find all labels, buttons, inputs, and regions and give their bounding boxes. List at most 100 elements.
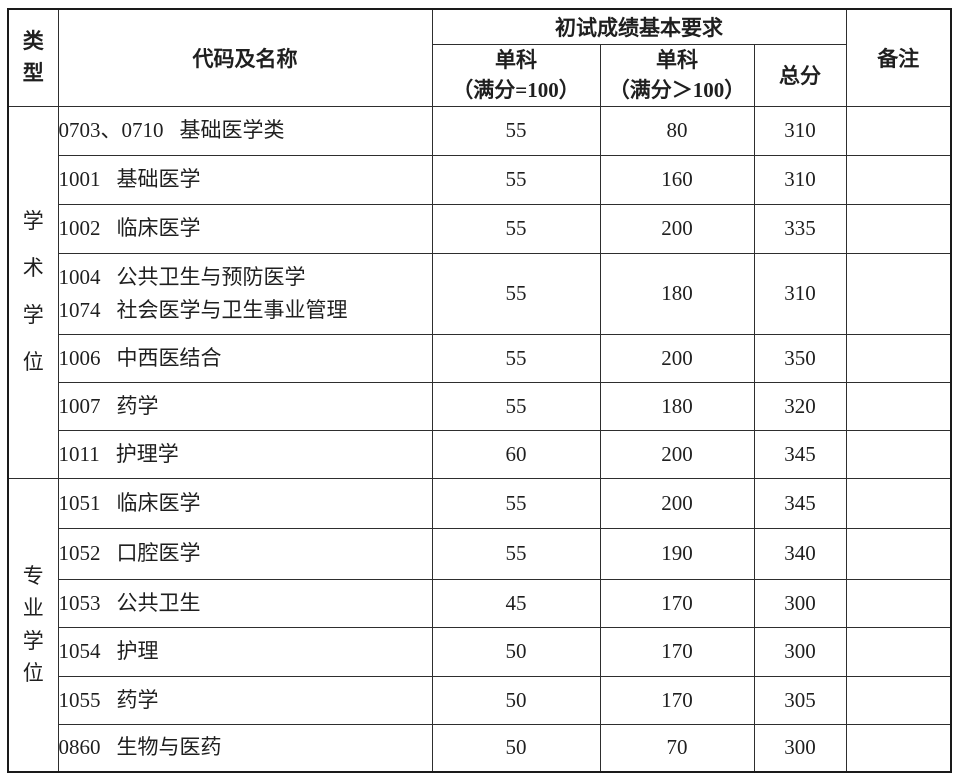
row-code-name: 1054 护理 bbox=[57, 626, 433, 677]
score-total: 310 bbox=[753, 105, 847, 156]
score-sub100: 50 bbox=[431, 675, 601, 725]
program-code: 1001 bbox=[58, 167, 101, 192]
row-code-name: 1001 基础医学 bbox=[57, 154, 433, 205]
score-subgt100: 70 bbox=[599, 723, 755, 773]
score-sub100: 55 bbox=[431, 527, 601, 580]
program-code: 1006 bbox=[58, 345, 101, 370]
score-subgt100: 200 bbox=[599, 429, 755, 479]
table-row: 1054 护理 50 170 300 bbox=[8, 626, 952, 677]
section-professional-label: 专业学位 bbox=[22, 563, 44, 686]
score-sub100: 60 bbox=[431, 429, 601, 479]
score-sub100: 55 bbox=[431, 252, 601, 335]
program-code: 1055 bbox=[58, 687, 101, 712]
score-subgt100: 180 bbox=[599, 252, 755, 335]
score-total: 335 bbox=[753, 203, 847, 254]
note-cell bbox=[845, 527, 952, 580]
row-code-name: 1055 药学 bbox=[57, 675, 433, 725]
score-subgt100: 180 bbox=[599, 381, 755, 431]
header-subgt100-line1: 单科 bbox=[656, 47, 698, 72]
program-name: 公共卫生与预防医学 bbox=[116, 264, 306, 289]
note-cell bbox=[845, 203, 952, 254]
header-type-label: 类型 bbox=[22, 29, 44, 85]
program-code: 1011 bbox=[58, 441, 100, 466]
score-sub100: 50 bbox=[431, 723, 601, 773]
section-academic: 学术学位 bbox=[7, 105, 59, 479]
score-sub100: 55 bbox=[431, 477, 601, 529]
score-total: 300 bbox=[753, 626, 847, 677]
score-subgt100: 200 bbox=[599, 477, 755, 529]
score-requirements-table: 类型 代码及名称 初试成绩基本要求 备注 单科 （满分=100） 单科 （满分＞… bbox=[7, 8, 953, 773]
table-row: 1053 公共卫生 45 170 300 bbox=[8, 578, 952, 628]
note-cell bbox=[845, 477, 952, 529]
score-sub100: 50 bbox=[431, 626, 601, 677]
score-total: 300 bbox=[753, 723, 847, 773]
table-row: 0860 生物与医药 50 70 300 bbox=[8, 723, 952, 773]
program-name: 中西医结合 bbox=[116, 345, 222, 370]
table-row: 1011 护理学 60 200 345 bbox=[8, 429, 952, 479]
section-professional: 专业学位 bbox=[7, 477, 59, 773]
program-name: 药学 bbox=[116, 687, 159, 712]
score-total: 300 bbox=[753, 578, 847, 628]
header-type: 类型 bbox=[7, 8, 59, 107]
score-subgt100: 170 bbox=[599, 675, 755, 725]
program-code: 1002 bbox=[58, 216, 101, 241]
row-code-name: 1006 中西医结合 bbox=[57, 333, 433, 383]
header-subgt100-line2: （满分＞100） bbox=[608, 78, 746, 102]
score-total: 310 bbox=[753, 252, 847, 335]
score-total: 345 bbox=[753, 429, 847, 479]
score-subgt100: 160 bbox=[599, 154, 755, 205]
score-total: 320 bbox=[753, 381, 847, 431]
score-subgt100: 170 bbox=[599, 626, 755, 677]
table-row: 1004 公共卫生与预防医学 1074 社会医学与卫生事业管理 55 180 310 bbox=[8, 252, 952, 335]
program-name: 基础医学类 bbox=[179, 118, 285, 143]
score-sub100: 45 bbox=[431, 578, 601, 628]
table-row: 1001 基础医学 55 160 310 bbox=[8, 154, 952, 205]
table-row: 1006 中西医结合 55 200 350 bbox=[8, 333, 952, 383]
header-sub100: 单科 （满分=100） bbox=[431, 43, 601, 107]
program-name: 社会医学与卫生事业管理 bbox=[116, 297, 348, 322]
header-req-group: 初试成绩基本要求 bbox=[431, 8, 847, 45]
program-code: 1004 bbox=[58, 264, 101, 289]
program-name: 公共卫生 bbox=[116, 590, 201, 615]
header-sub100-line2: （满分=100） bbox=[452, 78, 580, 102]
row-code-name: 0860 生物与医药 bbox=[57, 723, 433, 773]
header-sub100-line1: 单科 bbox=[495, 47, 537, 72]
score-sub100: 55 bbox=[431, 203, 601, 254]
table-row: 1055 药学 50 170 305 bbox=[8, 675, 952, 725]
program-name: 护理学 bbox=[115, 441, 179, 466]
note-cell bbox=[845, 381, 952, 431]
score-total: 340 bbox=[753, 527, 847, 580]
table-row: 1052 口腔医学 55 190 340 bbox=[8, 527, 952, 580]
note-cell bbox=[845, 105, 952, 156]
program-name: 口腔医学 bbox=[116, 541, 201, 566]
note-cell bbox=[845, 578, 952, 628]
row-code-name: 1011 护理学 bbox=[57, 429, 433, 479]
program-name: 临床医学 bbox=[116, 490, 201, 515]
table-row: 1007 药学 55 180 320 bbox=[8, 381, 952, 431]
program-code: 1052 bbox=[58, 541, 101, 566]
program-code: 1054 bbox=[58, 639, 101, 664]
header-total: 总分 bbox=[753, 43, 847, 107]
section-academic-label: 学术学位 bbox=[22, 208, 44, 375]
note-cell bbox=[845, 429, 952, 479]
score-total: 350 bbox=[753, 333, 847, 383]
score-sub100: 55 bbox=[431, 333, 601, 383]
row-code-name: 1051 临床医学 bbox=[57, 477, 433, 529]
score-sub100: 55 bbox=[431, 154, 601, 205]
program-name: 护理 bbox=[116, 639, 159, 664]
header-subgt100: 单科 （满分＞100） bbox=[599, 43, 755, 107]
row-code-name: 1004 公共卫生与预防医学 1074 社会医学与卫生事业管理 bbox=[57, 252, 433, 335]
program-name: 临床医学 bbox=[116, 216, 201, 241]
header-note: 备注 bbox=[845, 8, 952, 107]
program-code: 1053 bbox=[58, 590, 101, 615]
program-name: 基础医学 bbox=[116, 167, 201, 192]
score-sub100: 55 bbox=[431, 381, 601, 431]
score-subgt100: 80 bbox=[599, 105, 755, 156]
score-sub100: 55 bbox=[431, 105, 601, 156]
program-code: 1074 bbox=[58, 297, 101, 322]
score-total: 310 bbox=[753, 154, 847, 205]
table-row: 1002 临床医学 55 200 335 bbox=[8, 203, 952, 254]
score-total: 345 bbox=[753, 477, 847, 529]
program-code: 1051 bbox=[58, 490, 101, 515]
program-name: 生物与医药 bbox=[116, 735, 222, 760]
